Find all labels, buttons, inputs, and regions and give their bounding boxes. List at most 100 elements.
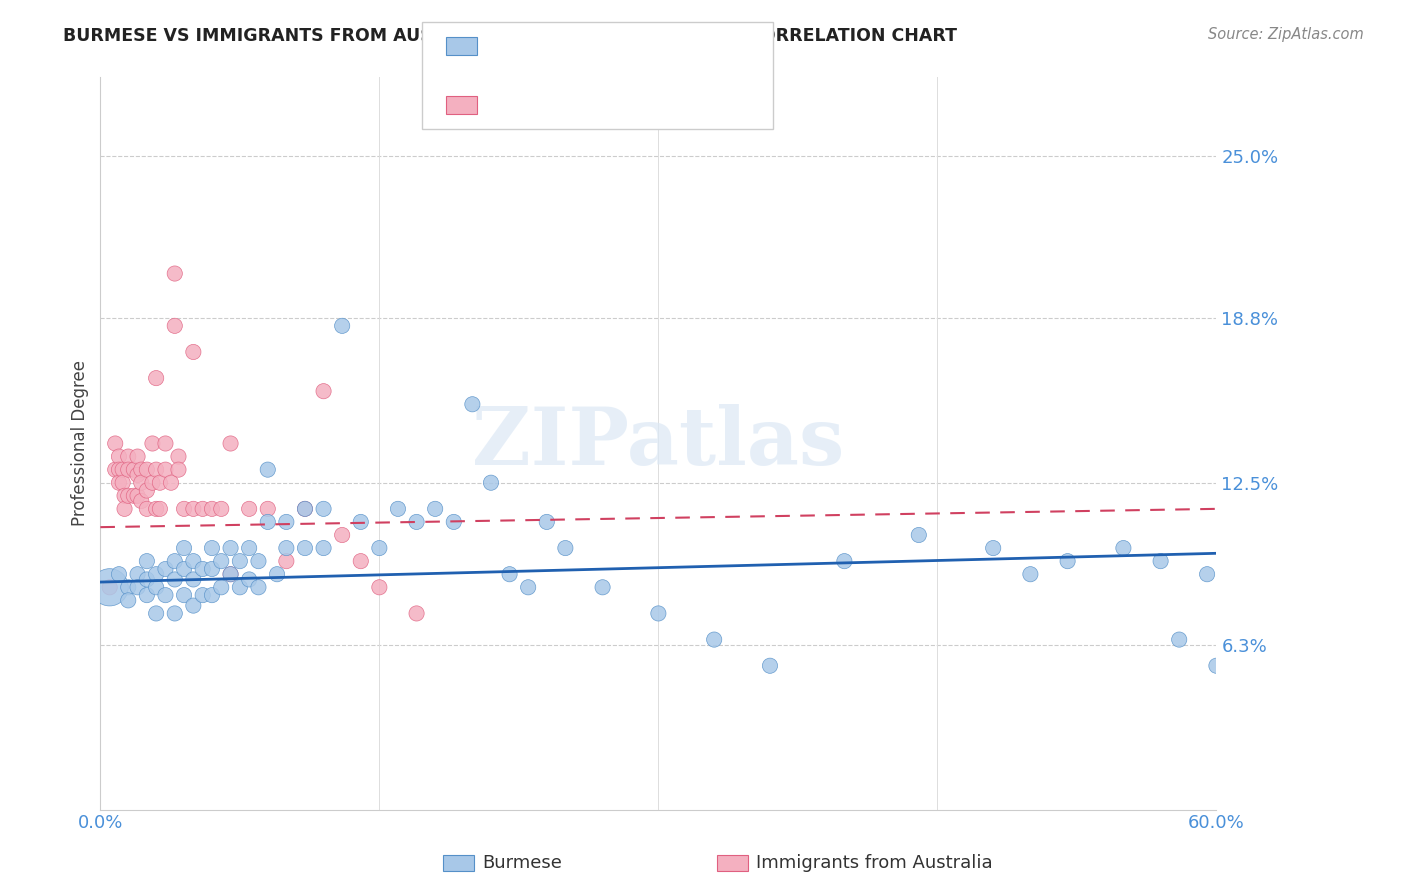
Point [114, 501, 136, 516]
Text: 74: 74 [630, 37, 655, 55]
Text: BURMESE VS IMMIGRANTS FROM AUSTRALIA PROFESSIONAL DEGREE CORRELATION CHART: BURMESE VS IMMIGRANTS FROM AUSTRALIA PRO… [63, 27, 957, 45]
Point [127, 489, 149, 503]
Point [498, 567, 520, 582]
Point [104, 436, 127, 450]
Point [127, 467, 149, 482]
Point [256, 462, 278, 476]
Point [209, 580, 232, 594]
Text: R =: R = [485, 96, 524, 114]
Point [127, 580, 149, 594]
Point [122, 462, 145, 476]
Point [238, 573, 260, 587]
Point [759, 658, 782, 673]
Point [145, 580, 167, 594]
Point [183, 573, 205, 587]
Point [117, 593, 139, 607]
Point [647, 607, 669, 621]
Point [387, 501, 409, 516]
Point [330, 528, 353, 542]
Point [191, 501, 214, 516]
Point [1197, 567, 1219, 582]
Point [163, 607, 186, 621]
Point [219, 567, 242, 582]
Point [312, 501, 335, 516]
Point [111, 475, 134, 490]
Point [135, 462, 157, 476]
Point [191, 588, 214, 602]
Point [330, 318, 353, 333]
Point [1112, 541, 1135, 555]
Point [1149, 554, 1171, 568]
Point [350, 515, 373, 529]
Point [256, 501, 278, 516]
Point [247, 554, 270, 568]
Point [145, 462, 167, 476]
Point [425, 501, 447, 516]
Point [167, 462, 190, 476]
Point [191, 562, 214, 576]
Point [163, 318, 186, 333]
Point [145, 607, 167, 621]
Text: Immigrants from Australia: Immigrants from Australia [756, 855, 993, 872]
Point [209, 501, 232, 516]
Point [201, 562, 224, 576]
Point [238, 501, 260, 516]
Point [173, 501, 195, 516]
Point [479, 475, 502, 490]
Point [201, 588, 224, 602]
Point [294, 501, 316, 516]
Point [149, 475, 172, 490]
Point [117, 580, 139, 594]
Point [122, 489, 145, 503]
Text: R =: R = [485, 37, 524, 55]
Point [135, 554, 157, 568]
Point [173, 541, 195, 555]
Point [256, 515, 278, 529]
Point [129, 475, 152, 490]
Point [117, 450, 139, 464]
Point [443, 515, 465, 529]
Point [368, 580, 391, 594]
Point [219, 541, 242, 555]
Point [173, 588, 195, 602]
Point [312, 384, 335, 399]
Point [155, 436, 177, 450]
Point [173, 562, 195, 576]
Point [127, 567, 149, 582]
Point [141, 436, 163, 450]
Point [229, 580, 252, 594]
Point [167, 450, 190, 464]
Point [592, 580, 614, 594]
Point [368, 541, 391, 555]
Point [108, 567, 131, 582]
Text: ZIPatlas: ZIPatlas [472, 404, 845, 483]
Point [135, 501, 157, 516]
Point [135, 573, 157, 587]
Text: N =: N = [583, 96, 636, 114]
Point [117, 462, 139, 476]
Point [312, 541, 335, 555]
Point [350, 554, 373, 568]
Point [117, 489, 139, 503]
Point [276, 541, 298, 555]
Point [127, 450, 149, 464]
Point [238, 541, 260, 555]
Point [98, 580, 121, 594]
Point [155, 562, 177, 576]
Y-axis label: Professional Degree: Professional Degree [72, 360, 89, 526]
Point [104, 462, 127, 476]
Point [145, 567, 167, 582]
Point [135, 483, 157, 498]
Text: 0.079: 0.079 [527, 37, 583, 55]
Point [461, 397, 484, 411]
Point [201, 501, 224, 516]
Text: Source: ZipAtlas.com: Source: ZipAtlas.com [1208, 27, 1364, 42]
Point [183, 599, 205, 613]
Point [141, 475, 163, 490]
Point [145, 501, 167, 516]
Text: N =: N = [583, 37, 636, 55]
Point [209, 554, 232, 568]
Point [183, 554, 205, 568]
Point [155, 462, 177, 476]
Point [229, 554, 252, 568]
